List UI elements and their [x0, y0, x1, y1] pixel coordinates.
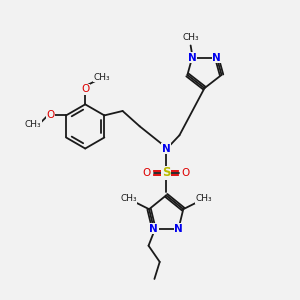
- Text: CH₃: CH₃: [25, 120, 41, 129]
- Text: O: O: [142, 168, 151, 178]
- Text: CH₃: CH₃: [196, 194, 212, 203]
- Text: CH₃: CH₃: [120, 194, 137, 203]
- Text: O: O: [81, 84, 89, 94]
- Text: N: N: [174, 224, 183, 234]
- Text: N: N: [149, 224, 158, 234]
- Text: CH₃: CH₃: [182, 33, 199, 42]
- Text: CH₃: CH₃: [94, 73, 110, 82]
- Text: O: O: [47, 110, 55, 120]
- Text: N: N: [162, 143, 171, 154]
- Text: N: N: [212, 53, 221, 63]
- Text: O: O: [182, 168, 190, 178]
- Text: S: S: [162, 166, 170, 179]
- Text: N: N: [188, 53, 197, 63]
